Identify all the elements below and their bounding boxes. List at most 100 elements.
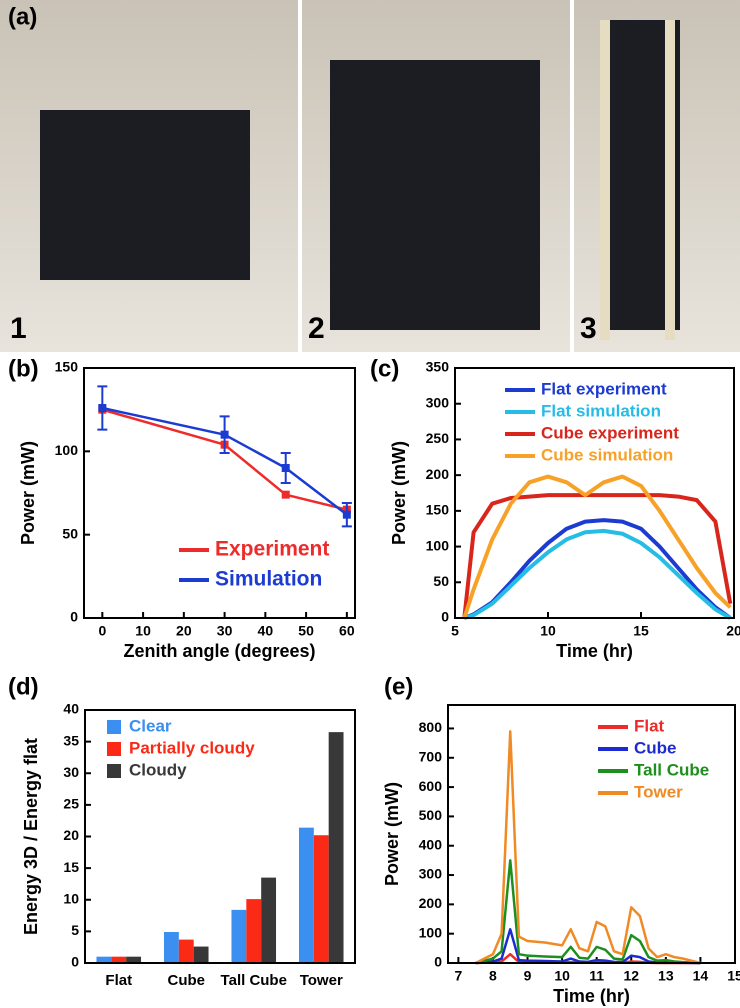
x-tick-label: 20 (726, 623, 740, 639)
legend-label: Experiment (215, 538, 329, 561)
x-tick-label: 14 (693, 968, 709, 984)
legend-swatch (107, 742, 121, 756)
x-tick-label: 40 (258, 623, 274, 639)
bar (328, 732, 344, 963)
marker (281, 464, 290, 472)
y-tick-label: 30 (63, 764, 79, 780)
x-tick-label: 13 (658, 968, 674, 984)
line (463, 528, 732, 620)
legend-label: Partially cloudy (129, 738, 255, 757)
y-tick-label: 20 (63, 827, 79, 843)
legend-label: Cube experiment (541, 423, 679, 442)
line (101, 408, 348, 511)
x-tick-label: 10 (540, 623, 556, 639)
y-tick-label: 600 (419, 778, 443, 794)
y-tick-label: 15 (63, 859, 79, 875)
y-tick-label: 700 (419, 748, 443, 764)
y-tick-label: 50 (433, 573, 449, 589)
x-tick-label: 15 (633, 623, 649, 639)
marker (281, 490, 290, 499)
y-axis-title: Power (mW) (18, 441, 38, 545)
bar (298, 827, 314, 963)
y-tick-label: 350 (426, 359, 450, 375)
axes-frame (447, 704, 736, 964)
panel-label: (d) (8, 673, 39, 700)
x-tick-label: Tower (300, 972, 343, 989)
bar (163, 932, 179, 963)
x-tick-label: 15 (727, 968, 740, 984)
x-tick-label: 50 (298, 623, 314, 639)
y-axis-title: Energy 3D / Energy flat (21, 738, 41, 935)
x-axis-title: Time (hr) (553, 986, 630, 1006)
x-axis-title: Time (hr) (556, 641, 633, 661)
bar (178, 939, 194, 963)
panel-label: (c) (370, 355, 399, 382)
tower-pole (665, 20, 675, 340)
line (475, 730, 701, 965)
axes-frame (84, 709, 356, 964)
y-tick-label: 0 (434, 954, 442, 970)
y-tick-label: 0 (441, 609, 449, 625)
y-tick-label: 150 (55, 359, 79, 375)
photo-label: 2 (308, 312, 325, 345)
marker (342, 510, 351, 519)
y-axis-title: Power (mW) (389, 441, 409, 545)
bar (261, 877, 277, 963)
y-tick-label: 100 (55, 442, 79, 458)
legend-label: Tower (634, 782, 683, 801)
panel-label: (e) (384, 673, 413, 700)
bar (231, 909, 247, 963)
y-tick-label: 200 (419, 895, 443, 911)
photo-label: 3 (580, 312, 597, 345)
tall-cube-device (330, 60, 540, 330)
x-tick-label: 10 (554, 968, 570, 984)
y-tick-label: 100 (426, 537, 450, 553)
tower-pole (600, 20, 610, 340)
y-tick-label: 300 (426, 394, 450, 410)
y-tick-label: 150 (426, 502, 450, 518)
legend-label: Clear (129, 716, 172, 735)
line (462, 474, 732, 619)
x-tick-label: 10 (135, 623, 151, 639)
axes-frame (454, 367, 735, 619)
legend-label: Cube simulation (541, 445, 673, 464)
marker (98, 404, 107, 412)
y-tick-label: 400 (419, 836, 443, 852)
line (463, 518, 732, 620)
bar (96, 956, 112, 963)
x-tick-label: 30 (217, 623, 233, 639)
y-tick-label: 40 (63, 701, 79, 717)
bar (126, 956, 142, 963)
panel-label: (b) (8, 355, 39, 382)
legend-swatch (107, 764, 121, 778)
y-tick-label: 200 (426, 466, 450, 482)
panel-label: (a) (8, 3, 37, 30)
y-tick-label: 300 (419, 866, 443, 882)
line (102, 406, 348, 516)
y-tick-label: 25 (63, 796, 79, 812)
legend-label: Tall Cube (634, 760, 709, 779)
legend-label: Cloudy (129, 760, 187, 779)
y-tick-label: 100 (419, 924, 443, 940)
x-tick-label: Cube (168, 972, 206, 989)
legend-label: Simulation (215, 568, 322, 591)
bar (246, 899, 262, 963)
x-tick-label: 11 (589, 968, 604, 984)
x-tick-label: 60 (339, 623, 355, 639)
line (462, 493, 733, 619)
legend-swatch (107, 720, 121, 734)
legend-label: Flat experiment (541, 379, 667, 398)
photo-label: 1 (10, 312, 27, 345)
bar (313, 835, 329, 963)
x-tick-label: 20 (176, 623, 192, 639)
y-tick-label: 250 (426, 430, 450, 446)
cube-device (40, 110, 250, 280)
x-tick-label: 7 (454, 968, 462, 984)
legend-label: Flat simulation (541, 401, 661, 420)
y-tick-label: 10 (63, 890, 79, 906)
bar (111, 956, 127, 963)
x-tick-label: 9 (524, 968, 532, 984)
photo-panel: (a) 1 2 3 (0, 0, 740, 352)
axes-frame (83, 367, 356, 619)
x-axis-title: Zenith angle (degrees) (123, 641, 315, 661)
